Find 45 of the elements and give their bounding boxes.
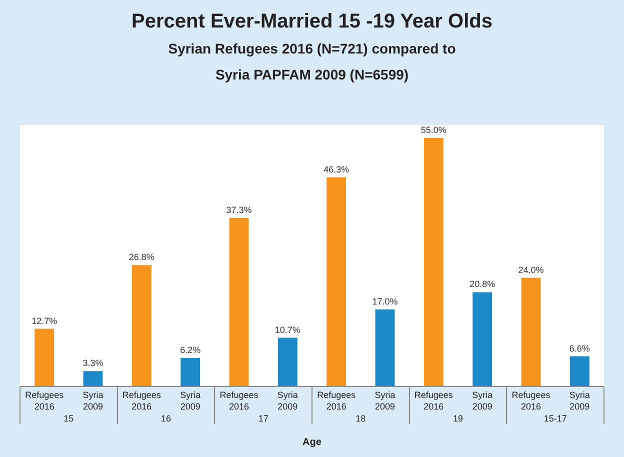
text: Refugees 2016 [317,390,356,412]
data-label: 46.3% [324,164,350,174]
x-tick-label: 15 [64,414,74,424]
x-tick-label: 19 [452,414,464,424]
text: Syria 2009 [472,390,493,412]
x-tick-label: 18 [356,414,366,424]
data-label: 37.3% [226,204,252,215]
bar [326,177,346,386]
x-tick-label: 17 [258,414,268,424]
data-label: 24.0% [518,264,544,275]
bar [424,138,444,386]
bar [570,356,590,386]
bar [132,265,152,386]
data-label: 10.7% [274,324,300,335]
chart-subtitle: Syrian Refugees 2016 (N=721) compared to Syria PAPFAM 2009 (N=6599) [168,40,456,82]
bar [34,328,54,386]
data-label: 17.0% [372,296,398,306]
x-tick-label: 16 [160,414,172,424]
bar [375,309,395,386]
x-axis-title: Age [302,437,322,448]
data-label: 6.2% [180,345,201,356]
data-label: 55.0% [420,125,446,136]
bar [229,218,249,386]
chart-title: Percent Ever-Married 15 -19 Year Olds [132,10,492,32]
bar [278,338,298,386]
bar [521,278,541,386]
series-label: Refugees 2016 [25,390,64,412]
data-label: 26.8% [128,252,154,262]
text: Refugees 2016 [122,390,161,412]
text: Refugees 2016 [512,390,550,412]
bar [180,358,200,386]
text: Syria 2009 [569,390,590,412]
text: Syria 2009 [374,390,396,412]
text: Syria 2009 [180,390,201,412]
bar [472,292,492,386]
data-label: 6.6% [569,343,590,354]
text: Refugees 2016 [220,390,258,412]
x-tick-label: 15-17 [544,414,567,424]
text: Syria 2009 [82,390,104,412]
series-label: Syria 2009 [277,390,298,412]
data-label: 12.7% [32,316,58,326]
text: Refugees 2016 [414,390,453,412]
bar [83,371,103,386]
data-label: 20.8% [470,279,496,290]
data-label: 3.3% [82,358,104,368]
